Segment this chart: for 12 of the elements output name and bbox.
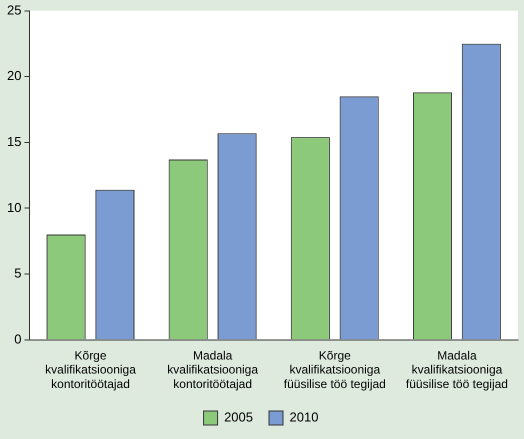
y-tick-label: 15 — [6, 134, 22, 149]
y-tick-label: 20 — [6, 68, 22, 84]
legend-label: 2010 — [290, 410, 318, 425]
x-tick-label: Madala kvalifikatsiooniga füüsilise töö tegijad — [406, 348, 508, 392]
y-tick-label: 25 — [6, 2, 22, 18]
y-tick-label: 0 — [14, 331, 22, 346]
y-tick-label: 10 — [6, 200, 22, 215]
y-tick-label: 5 — [14, 266, 22, 281]
legend-label: 2005 — [224, 410, 253, 425]
x-tick-label: Kõrge kvalifikatsiooniga kontoritöötajad — [45, 348, 136, 392]
x-tick-label: Madala kvalifikatsiooniga kontoritöötajad — [167, 348, 258, 392]
x-tick-label: Kõrge kvalifikatsiooniga füüsilise töö tegijad — [284, 348, 386, 392]
